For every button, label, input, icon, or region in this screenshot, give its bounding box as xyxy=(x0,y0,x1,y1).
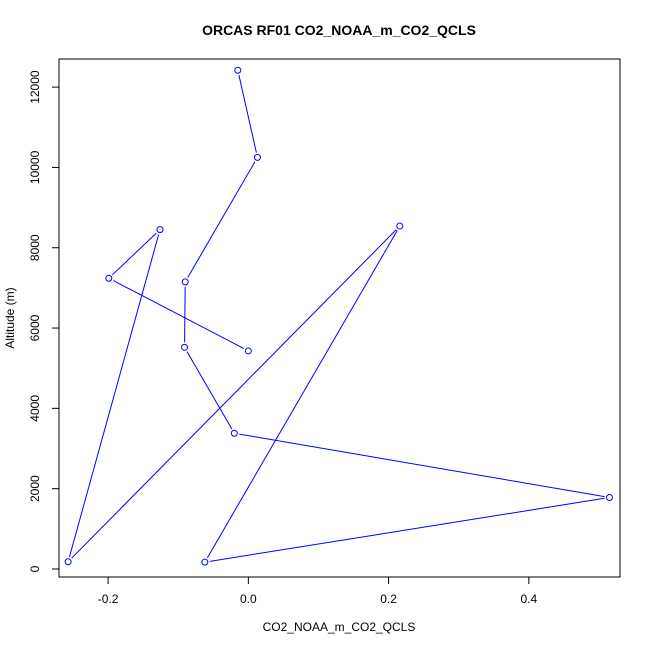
x-axis: -0.2 0.0 0.2 0.4 xyxy=(98,576,538,606)
x-tick-label: 0.2 xyxy=(380,592,397,606)
chart-title: ORCAS RF01 CO2_NOAA_m_CO2_QCLS xyxy=(202,22,476,38)
data-point xyxy=(105,274,113,282)
series-segment xyxy=(184,286,186,343)
data-point xyxy=(64,558,72,566)
data-point xyxy=(396,222,404,230)
series-layer xyxy=(64,66,613,566)
y-tick-label: 10000 xyxy=(28,150,42,184)
data-point xyxy=(201,558,209,566)
data-point xyxy=(253,153,261,161)
series-segment xyxy=(186,351,233,430)
series-segment xyxy=(112,232,157,276)
series-segment xyxy=(112,280,245,350)
series-segment xyxy=(206,230,398,559)
data-point xyxy=(156,226,164,234)
y-tick-label: 8000 xyxy=(28,234,42,261)
series-segment xyxy=(68,234,160,558)
data-point xyxy=(230,429,238,437)
y-axis-label: Altitude (m) xyxy=(3,287,17,348)
series-segment xyxy=(239,433,605,498)
data-point xyxy=(605,493,613,501)
data-point xyxy=(181,278,189,286)
x-axis-label: CO2_NOAA_m_CO2_QCLS xyxy=(263,620,416,634)
y-tick-label: 2000 xyxy=(28,475,42,502)
data-point xyxy=(234,66,242,74)
data-point xyxy=(244,347,252,355)
series-segment xyxy=(187,161,256,278)
y-tick-label: 6000 xyxy=(28,314,42,341)
y-tick-label: 4000 xyxy=(28,395,42,422)
y-tick-label: 12000 xyxy=(28,70,42,104)
series-segment xyxy=(238,75,257,153)
x-tick-label: 0.0 xyxy=(240,592,257,606)
x-tick-label: 0.4 xyxy=(520,592,537,606)
series-segment xyxy=(209,497,605,562)
y-tick-label: 0 xyxy=(28,565,42,572)
y-axis: 0 2000 4000 6000 8000 10000 12000 xyxy=(28,70,60,572)
x-tick-label: -0.2 xyxy=(98,592,119,606)
series-segment xyxy=(71,229,397,559)
data-point xyxy=(181,343,189,351)
